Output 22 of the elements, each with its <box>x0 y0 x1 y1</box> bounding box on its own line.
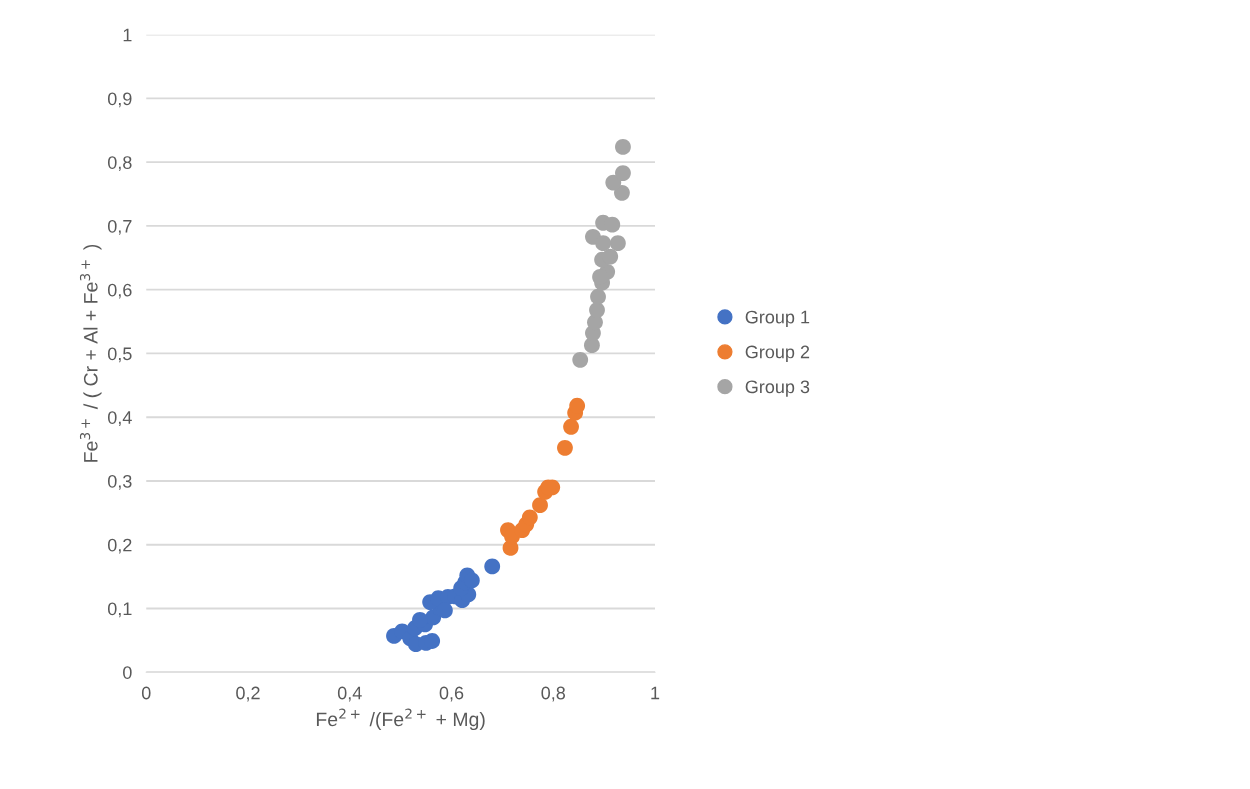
x-tick-label: 0 <box>141 686 151 700</box>
y-tick-label: 0,6 <box>107 283 132 299</box>
y-tick-label: 0,5 <box>107 347 132 363</box>
x-tick-label: 0,6 <box>439 686 464 702</box>
y-tick-label: 0,2 <box>107 538 132 554</box>
x-tick-label: 0,8 <box>541 686 566 702</box>
y-tick-label: 0,8 <box>107 156 132 172</box>
y-tick-label: 0 <box>123 666 132 679</box>
y-tick-label: 0,9 <box>107 92 132 108</box>
y-tick-label: 0,3 <box>107 474 132 490</box>
legend-label: Group 3 <box>745 380 810 397</box>
y-axis-title: Fe$^{3+}$ / ( Cr + Al + Fe$^{3+}$ ) <box>79 244 102 462</box>
x-tick-label: 0,4 <box>337 686 362 702</box>
y-tick-label: 1 <box>123 28 132 42</box>
legend-label: Group 1 <box>745 310 810 327</box>
x-tick-label: 0,2 <box>236 686 260 702</box>
x-tick-label: 1 <box>651 686 660 700</box>
y-tick-label: 0,7 <box>107 219 132 235</box>
y-tick-label: 0,4 <box>107 411 132 427</box>
legend-label: Group 2 <box>745 345 810 362</box>
y-tick-label: 0,1 <box>107 602 132 618</box>
x-axis-title: Fe$^{2+}$ /(Fe$^{2+}$ + Mg) <box>316 708 485 731</box>
